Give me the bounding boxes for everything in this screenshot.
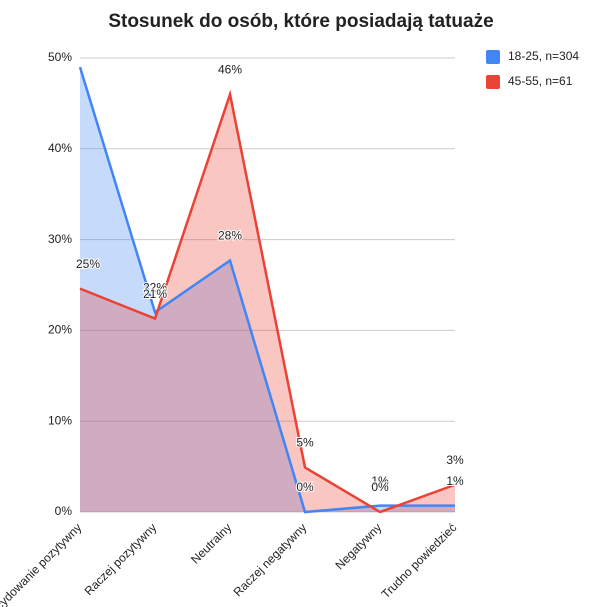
data-label: 1% (371, 474, 389, 488)
legend-label: 45-55, n=61 (508, 74, 573, 88)
x-tick-label: Raczej negatywny (231, 520, 310, 599)
y-tick-label: 40% (48, 141, 72, 155)
legend-swatch (486, 50, 500, 64)
data-label: 21% (143, 287, 167, 301)
y-tick-label: 30% (48, 232, 72, 246)
legend-label: 18-25, n=304 (508, 49, 579, 63)
area (80, 67, 455, 512)
data-label: 25% (76, 257, 100, 271)
data-label: 28% (218, 229, 242, 243)
chart-title: Stosunek do osób, które posiadają tatuaż… (108, 11, 493, 32)
data-label: 5% (296, 436, 314, 450)
data-label: 22% (143, 280, 167, 294)
data-label: 0% (371, 480, 389, 494)
x-tick-label: Zdecydowanie pozytywny (0, 520, 84, 607)
x-tick-label: Raczej pozytywny (82, 520, 160, 598)
data-label: 1% (446, 474, 464, 488)
data-label: 0% (296, 480, 314, 494)
line (79, 89, 456, 514)
x-tick-label: Neutralny (188, 520, 234, 566)
x-tick-label: Negatywny (332, 520, 384, 572)
legend-swatch (486, 75, 500, 89)
y-tick-label: 50% (48, 50, 72, 64)
data-label: 3% (446, 453, 464, 467)
area (80, 94, 455, 512)
data-label: 46% (218, 62, 242, 76)
y-tick-label: 0% (55, 504, 73, 518)
y-tick-label: 10% (48, 413, 72, 427)
x-tick-label: Trudno powiedzieć (379, 520, 460, 601)
y-tick-label: 20% (48, 323, 72, 337)
line (78, 66, 455, 514)
